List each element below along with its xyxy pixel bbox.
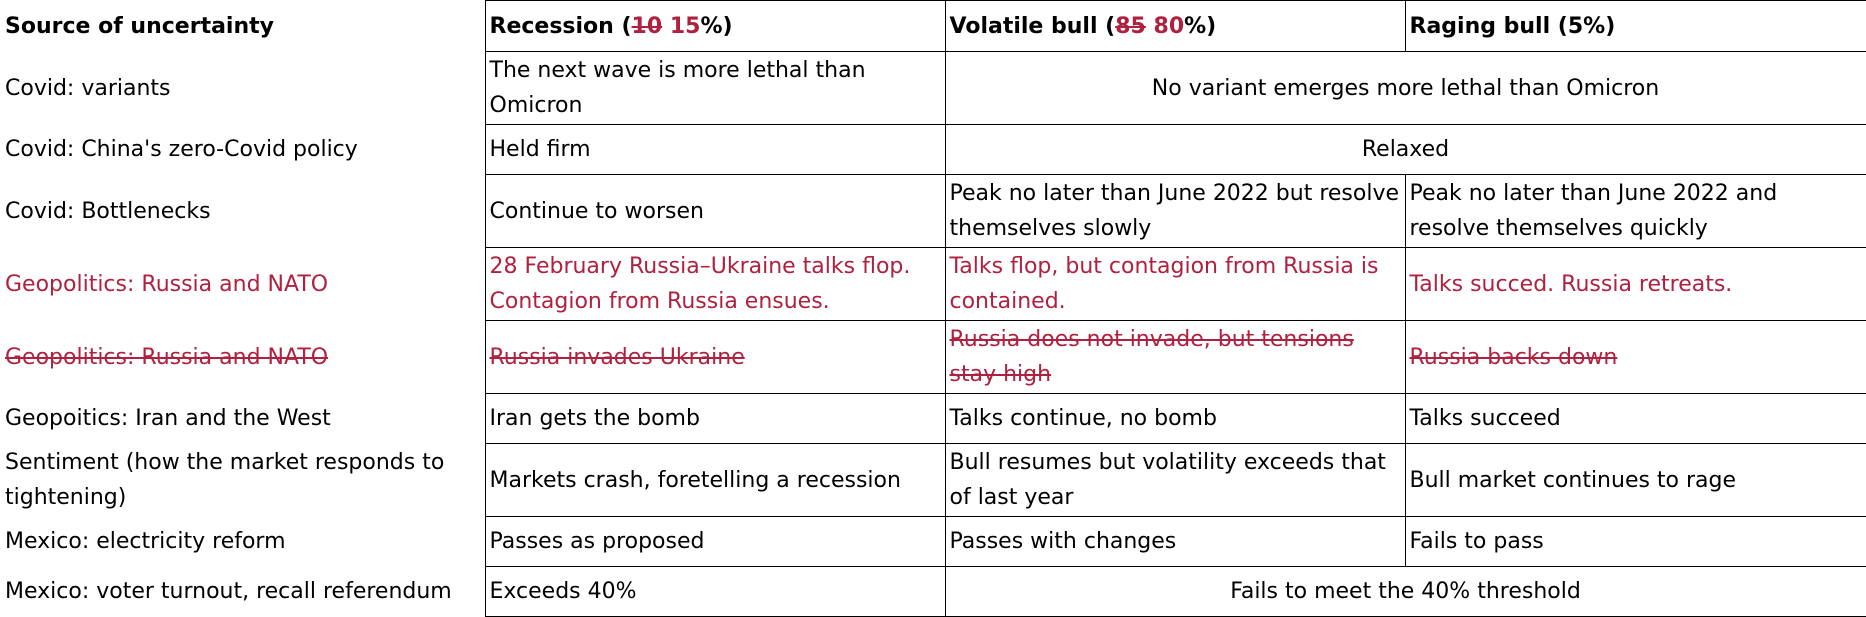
table-row: Sentiment (how the market responds to ti… xyxy=(0,443,1866,517)
header-recession-prefix: Recession ( xyxy=(489,13,632,39)
table-row: Geopoitics: Iran and the West Iran gets … xyxy=(0,393,1866,444)
row-source: Geopolitics: Russia and NATO xyxy=(5,344,329,370)
cell-recession: Continue to worsen xyxy=(484,174,946,248)
table-row: Mexico: voter turnout, recall referendum… xyxy=(0,566,1866,617)
row-source: Mexico: voter turnout, recall referendum xyxy=(5,579,452,604)
cell-raging-bull: Talks succed. Russia retreats. xyxy=(1404,247,1866,321)
cell-merged: Relaxed xyxy=(944,124,1866,175)
cell-merged: Fails to meet the 40% threshold xyxy=(944,566,1866,617)
header-recession-suffix: %) xyxy=(700,13,733,39)
cell-volatile-bull: Bull resumes but volatility exceeds that… xyxy=(944,443,1406,517)
header-row: Source of uncertainty Recession (10 15%)… xyxy=(0,0,1866,52)
table-row: Mexico: electricity reform Passes as pro… xyxy=(0,516,1866,567)
cell-recession: Passes as proposed xyxy=(484,516,946,567)
row-source: Covid: Bottlenecks xyxy=(5,198,211,224)
header-volatile-old-pct: 85 xyxy=(1115,13,1146,39)
header-recession-new-pct: 15 xyxy=(669,13,701,39)
header-raging-bull: Raging bull (5%) xyxy=(1404,0,1866,52)
cell-recession: Exceeds 40% xyxy=(484,566,946,617)
cell-volatile-bull: Russia does not invade, but tensions sta… xyxy=(944,320,1406,394)
table-row: Covid: China's zero-Covid policy Held fi… xyxy=(0,124,1866,175)
cell-recession: Held firm xyxy=(484,124,946,175)
row-source: Mexico: electricity reform xyxy=(5,529,286,554)
header-volatile-prefix: Volatile bull ( xyxy=(949,13,1116,39)
cell-recession: Markets crash, foretelling a recession xyxy=(484,443,946,517)
cell-recession: 28 February Russia–Ukraine talks flop. C… xyxy=(484,247,946,321)
table-row: Covid: variants The next wave is more le… xyxy=(0,51,1866,125)
row-source: Covid: China's zero-Covid policy xyxy=(5,137,358,162)
cell-volatile-bull: Talks flop, but contagion from Russia is… xyxy=(944,247,1406,321)
header-recession-old-pct: 10 xyxy=(631,13,663,39)
row-source: Geopolitics: Russia and NATO xyxy=(5,271,329,297)
cell-raging-bull: Peak no later than June 2022 and resolve… xyxy=(1404,174,1866,248)
table-row: Covid: Bottlenecks Continue to worsen Pe… xyxy=(0,174,1866,248)
table-row-struck: Geopolitics: Russia and NATO Russia inva… xyxy=(0,320,1866,394)
cell-recession: Iran gets the bomb xyxy=(484,393,946,444)
row-source: Sentiment (how the market responds to ti… xyxy=(5,450,445,510)
cell-merged: No variant emerges more lethal than Omic… xyxy=(944,51,1866,125)
header-volatile-suffix: %) xyxy=(1184,13,1217,39)
row-source: Geopoitics: Iran and the West xyxy=(5,406,331,431)
cell-recession: Russia invades Ukraine xyxy=(484,320,946,394)
cell-raging-bull: Fails to pass xyxy=(1404,516,1866,567)
header-recession: Recession (10 15%) xyxy=(484,0,946,52)
header-source: Source of uncertainty xyxy=(5,13,274,39)
cell-recession: The next wave is more lethal than Omicro… xyxy=(484,51,946,125)
header-volatile-new-pct: 80 xyxy=(1153,13,1185,39)
cell-volatile-bull: Peak no later than June 2022 but resolve… xyxy=(944,174,1406,248)
header-volatile-bull: Volatile bull (85 80%) xyxy=(944,0,1406,52)
cell-volatile-bull: Talks continue, no bomb xyxy=(944,393,1406,444)
cell-raging-bull: Russia backs down xyxy=(1404,320,1866,394)
cell-volatile-bull: Passes with changes xyxy=(944,516,1406,567)
cell-raging-bull: Talks succeed xyxy=(1404,393,1866,444)
row-source: Covid: variants xyxy=(5,75,171,101)
cell-raging-bull: Bull market continues to rage xyxy=(1404,443,1866,517)
table-row-revised: Geopolitics: Russia and NATO 28 February… xyxy=(0,247,1866,321)
